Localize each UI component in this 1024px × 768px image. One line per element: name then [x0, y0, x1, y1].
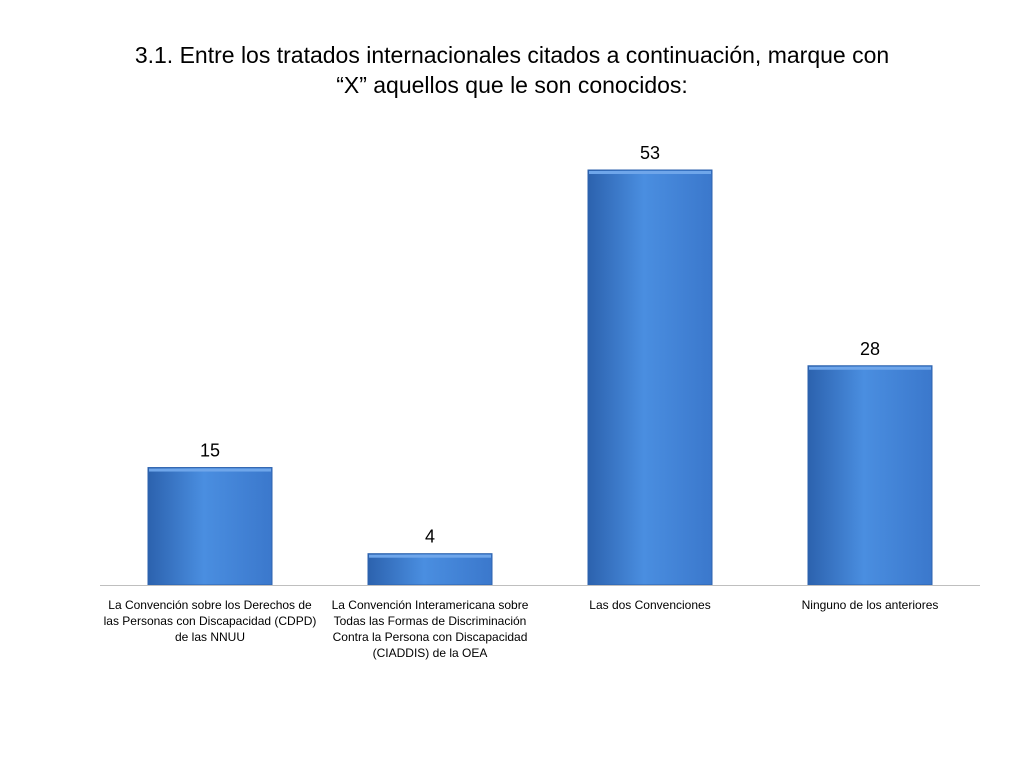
category-label-3-line-1: Las dos Convenciones — [589, 598, 711, 612]
category-label-4: Ninguno de los anteriores — [758, 597, 982, 613]
chart-title: 3.1. Entre los tratados internacionales … — [60, 40, 964, 100]
bar-top-highlight-3 — [589, 171, 711, 174]
data-label-3: 53 — [640, 143, 660, 163]
chart-title-line-2: “X” aquellos que le son conocidos: — [336, 72, 688, 98]
category-label-2-line-2: Todas las Formas de Discriminación — [333, 614, 527, 628]
bar-top-highlight-2 — [369, 554, 491, 558]
bar-2 — [367, 553, 493, 586]
category-label-1-line-3: de las NNUU — [174, 630, 246, 644]
bar-4 — [807, 365, 933, 586]
bar-top-highlight-1 — [149, 468, 271, 472]
category-label-4-line-1: Ninguno de los anteriores — [801, 598, 939, 612]
bar-3 — [587, 169, 713, 586]
category-label-2-line-3: Contra la Persona con Discapacidad — [332, 630, 528, 644]
category-label-2-line-1: La Convención Interamericana sobre — [331, 598, 529, 612]
bars-group — [147, 169, 933, 586]
data-label-1: 15 — [200, 441, 220, 461]
data-label-2: 4 — [425, 527, 435, 547]
category-label-1-line-1: La Convención sobre los Derechos de — [108, 598, 312, 612]
category-label-1-line-2: las Personas con Discapacidad (CDPD) — [103, 614, 317, 628]
chart-title-line-1: 3.1. Entre los tratados internacionales … — [134, 42, 890, 68]
category-label-2-line-4: (CIADDIS) de la OEA — [372, 646, 488, 660]
bar-1 — [147, 467, 273, 586]
bar-top-highlight-4 — [809, 366, 931, 370]
category-label-2: La Convención Interamericana sobre Todas … — [318, 597, 542, 661]
category-label-3: Las dos Convenciones — [538, 597, 762, 613]
data-label-4: 28 — [860, 339, 880, 359]
data-labels-group: 15 4 53 28 — [200, 143, 880, 547]
category-label-1: La Convención sobre los Derechos de las P… — [98, 597, 322, 645]
